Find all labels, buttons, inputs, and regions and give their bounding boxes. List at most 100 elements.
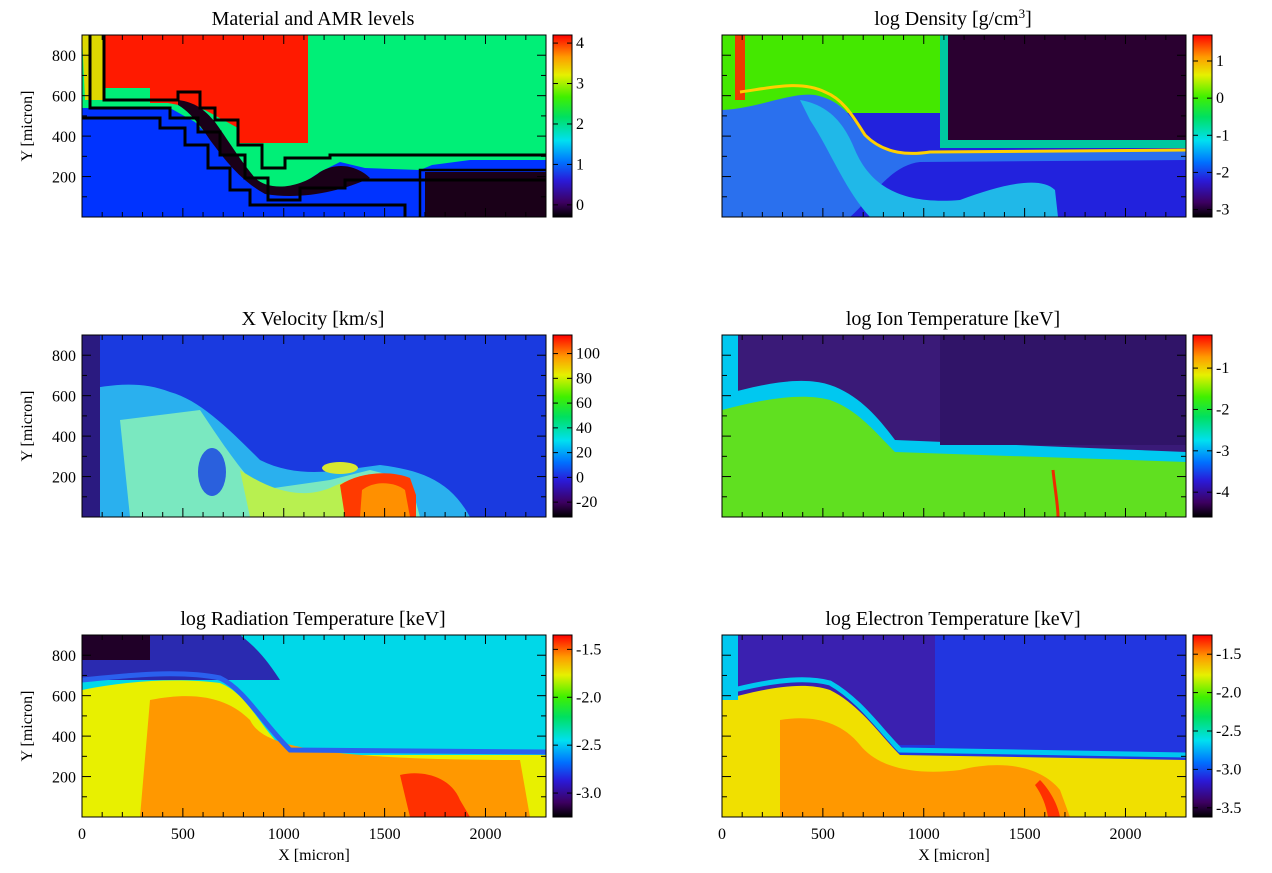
colorbar: -1 -2 -3 -4: [1192, 334, 1229, 518]
x-axis-label: X [micron]: [918, 847, 990, 864]
field-jet-core: [360, 483, 410, 517]
colorbar-tick-label: -2.0: [576, 689, 601, 706]
y-axis: [722, 654, 1186, 798]
y-tick-label: 200: [52, 470, 76, 487]
y-axis: [722, 54, 1186, 198]
y-axis: 200 400 600 800: [52, 648, 546, 798]
colorbar-tick-label: -4: [1216, 484, 1229, 501]
colorbar-scale: [552, 34, 573, 218]
colorbar-tick-label: 100: [576, 346, 600, 363]
x-tick-label: 0: [718, 826, 726, 843]
field-hottest-region: [400, 773, 470, 817]
x-axis: [741, 335, 1167, 517]
colorbar-tick-label: -2: [1216, 164, 1229, 181]
panel-title: log Electron Temperature [keV]: [825, 608, 1080, 630]
plot-frame: [721, 634, 1187, 818]
x-tick-label: 1000: [268, 826, 300, 843]
field-shock-front: [721, 677, 1187, 758]
y-axis-label: Y [micron]: [19, 691, 36, 762]
y-tick-label: 800: [52, 348, 76, 365]
colorbar-tick-label: -20: [576, 494, 597, 511]
heatmap-field: [722, 335, 1186, 518]
y-tick-label: 200: [52, 770, 76, 787]
x-tick-label: 500: [811, 826, 835, 843]
y-tick-label: 400: [52, 729, 76, 746]
field-pusher: [722, 335, 738, 400]
x-axis: [101, 335, 527, 517]
colorbar-tick-label: -1.5: [1216, 646, 1241, 663]
x-axis: 0 500 1000 1500 2000: [718, 635, 1167, 843]
field-heated-region: [722, 392, 1186, 517]
panel-density: log Density [g/cm3] 1 0 -1 -2 -3: [721, 6, 1229, 219]
plot-frame: [81, 34, 547, 218]
field-hot-filament: [1051, 469, 1060, 518]
x-axis-label: X [micron]: [278, 847, 350, 864]
y-tick-label: 600: [52, 689, 76, 706]
field-radiation-front: [81, 671, 547, 755]
colorbar-tick-label: 0: [576, 197, 584, 214]
colorbar-scale: [552, 634, 573, 818]
x-tick-label: 2000: [469, 826, 501, 843]
y-tick-label: 600: [52, 389, 76, 406]
plot-frame: [81, 634, 547, 818]
colorbar-tick-label: -1: [1216, 360, 1229, 377]
colorbar-tick-label: 1: [1216, 53, 1224, 70]
field-shock-front: [722, 380, 1186, 462]
colorbar: 4 3 2 1 0: [552, 34, 584, 218]
panel-title: log Radiation Temperature [keV]: [180, 608, 445, 630]
x-tick-label: 1500: [1009, 826, 1041, 843]
field-shock-front: [739, 84, 1187, 155]
heatmap-field: [721, 635, 1187, 817]
colorbar-tick-label: -3.5: [1216, 800, 1241, 817]
field-hot-region: [780, 718, 1070, 817]
colorbar-tick-label: -2.5: [576, 737, 601, 754]
plot-frame: [81, 334, 547, 518]
field-boundary-strip: [940, 140, 1186, 148]
colorbar-tick-label: -3.0: [1216, 761, 1241, 778]
field-hottest-region: [1035, 780, 1060, 817]
panel-ion-temperature: log Ion Temperature [keV] -1 -2 -3 -4: [721, 308, 1229, 518]
amr-level-boundary: [102, 35, 546, 170]
amr-level-boundary: [82, 116, 407, 217]
colorbar: 100 80 60 40 20 0 -20: [552, 334, 600, 518]
colorbar-tick-label: 2: [576, 116, 584, 133]
field-cold-block: [940, 335, 1186, 445]
x-axis: [741, 35, 1167, 217]
field-boundary-strip: [940, 35, 948, 147]
heatmap-field: [82, 335, 546, 517]
amr-level-boundary: [418, 168, 546, 217]
panel-electron-temperature: log Electron Temperature [keV] 0 500 1000 1…: [718, 608, 1241, 864]
y-axis: 200 400 600 800: [52, 348, 546, 498]
field-vortex: [198, 448, 226, 496]
x-axis: [101, 35, 527, 217]
plot-frame: [721, 334, 1187, 518]
field-shocked-layer: [178, 100, 370, 197]
y-axis: 200 400 600 800: [52, 48, 546, 198]
y-axis: [722, 354, 1186, 498]
panel-title: log Ion Temperature [keV]: [846, 308, 1060, 330]
colorbar-tick-label: 4: [576, 35, 584, 52]
panel-radiation-temperature: log Radiation Temperature [keV] 200 400 60…: [19, 608, 601, 864]
plot-frame: [721, 34, 1187, 218]
amr-level-boundary: [88, 35, 546, 202]
y-tick-label: 600: [52, 89, 76, 106]
panel-title: log Density [g/cm3]: [874, 6, 1032, 30]
heatmap-field: [81, 635, 547, 817]
panel-material-amr: Material and AMR levels 200 400 600 800 Y […: [19, 8, 584, 218]
colorbar-tick-label: -3.0: [576, 785, 601, 802]
colorbar: 1 0 -1 -2 -3: [1192, 34, 1229, 219]
field-dense-block: [104, 35, 308, 143]
colorbar-tick-label: -1.5: [576, 641, 601, 658]
field-pusher: [722, 35, 745, 100]
colorbar-tick-label: -1: [1216, 127, 1229, 144]
field-pusher: [82, 35, 104, 100]
y-tick-label: 400: [52, 129, 76, 146]
colorbar-scale: [1192, 634, 1213, 818]
y-tick-label: 800: [52, 48, 76, 65]
y-tick-label: 200: [52, 170, 76, 187]
x-tick-label: 0: [78, 826, 86, 843]
colorbar-tick-label: 3: [576, 76, 584, 93]
colorbar-tick-label: -2: [1216, 401, 1229, 418]
colorbar-tick-label: 40: [576, 420, 592, 437]
